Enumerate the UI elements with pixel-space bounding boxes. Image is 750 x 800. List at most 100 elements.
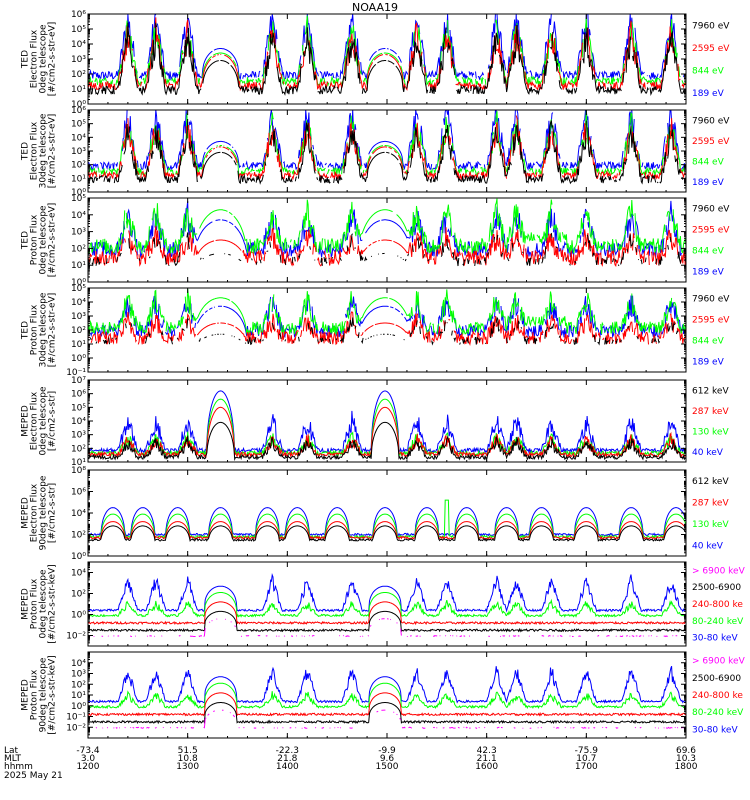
ylabel-line: TED <box>21 142 31 161</box>
ytick-label: 10⁰ <box>71 278 86 288</box>
series-844-ev <box>88 288 686 337</box>
series-7960-ev <box>88 316 686 346</box>
ylabel-line: 30deg telescope <box>39 113 49 188</box>
legend-entry: 2595 eV <box>692 44 730 54</box>
footer-value: 51.5 <box>178 746 198 756</box>
ytick-label: 10⁴ <box>71 211 86 221</box>
footer-value: 9.6 <box>380 754 395 764</box>
series-240-800-ke <box>88 601 686 626</box>
footer-axis: LatMLThhmm-73.43.0120051.510.81300-22.32… <box>4 746 698 781</box>
series-612-kev <box>88 421 686 462</box>
series-2500-6900 <box>88 702 686 725</box>
footer-value: 1500 <box>376 762 399 772</box>
footer-value: -9.9 <box>378 746 396 756</box>
legend-entry: 80-240 keV <box>692 617 744 627</box>
ytick-label: 10² <box>71 531 86 541</box>
legend-entry: 612 keV <box>692 477 729 487</box>
legend-entry: 844 eV <box>692 337 725 347</box>
ylabel-line: [#/cm2-s-str] <box>48 483 58 543</box>
ytick-label: 10⁴ <box>71 40 86 50</box>
legend-entry: 189 eV <box>692 89 725 99</box>
ylabel-line: 90deg telescope <box>39 657 49 732</box>
date-label: 2025 May 21 <box>4 771 63 781</box>
series-844-ev <box>88 198 686 255</box>
figure-header: NOAA19 <box>0 0 750 14</box>
legend-entry: 240-800 ke <box>692 691 743 701</box>
ylabel-line: TED <box>21 50 31 69</box>
ytick-label: 10⁻² <box>66 632 86 642</box>
ytick-label: 10² <box>71 70 86 80</box>
ytick-label: 10³ <box>71 431 86 441</box>
ytick-label: 10⁸ <box>71 466 86 476</box>
legend-entry: > 6900 keV <box>692 566 746 576</box>
ylabel: TED Electron Flux 30deg telescope [#/cm2-s-… <box>21 113 58 188</box>
panel-2: 10⁰ 10¹ 10² 10³ 10⁴ 10⁵ 10⁶ TED Electron Flux 30d… <box>21 106 731 198</box>
series-130-kev <box>88 499 686 540</box>
ylabel: TED Proton Flux 30deg telescope [#/cm2-s-st… <box>21 292 58 367</box>
series-189-ev <box>88 200 686 258</box>
ytick-label: 10⁴ <box>71 417 86 427</box>
footer-value: 1700 <box>575 762 598 772</box>
ytick-label: 10⁶ <box>71 106 86 116</box>
series--6900-kev <box>95 709 686 729</box>
series-189-ev <box>88 110 686 172</box>
legend-entry: 30-80 keV <box>692 634 738 644</box>
ylabel: MEPED Proton Flux 0deg telescope [#/cm2-s-s… <box>21 564 58 643</box>
panel-5: 10¹ 10² 10³ 10⁴ 10⁵ 10⁶ 10⁷ MEPED Electron Flux 0… <box>21 376 730 468</box>
footer-value: 10.8 <box>178 754 198 764</box>
footer-value: -73.4 <box>76 746 100 756</box>
footer-value: 21.1 <box>477 754 497 764</box>
footer-value: 1200 <box>77 762 100 772</box>
legend-entry: 40 keV <box>692 448 724 458</box>
panel-series-group <box>88 14 686 96</box>
ylabel-line: [#/cm2-s-str-keV] <box>48 655 58 734</box>
panel-4: 10⁻¹ 10⁰ 10¹ 10² 10³ 10⁴ 10⁵ TED Proton Flux 30de… <box>21 284 731 378</box>
series-7960-ev <box>88 118 686 185</box>
ytick-label: 10⁵ <box>71 194 86 204</box>
ytick-label: 10⁴ <box>71 569 86 579</box>
ytick-label: 10⁵ <box>71 25 86 35</box>
legend-entry: 7960 eV <box>692 295 730 305</box>
panel-frame <box>87 651 687 739</box>
ytick-label: 10¹ <box>71 261 86 271</box>
ytick-label: 10¹ <box>71 691 86 701</box>
ylabel-line: [#/cm2-s-str-eV] <box>48 114 58 189</box>
ytick-label: 10⁴ <box>71 133 86 143</box>
legend-entry: 40 keV <box>692 541 724 551</box>
ytick-label: 10³ <box>71 147 86 157</box>
footer-value: 69.6 <box>676 746 696 756</box>
panel-series-group <box>88 666 686 729</box>
legend-entry: 130 keV <box>692 427 729 437</box>
series-80-240-kev <box>88 592 686 619</box>
footer-row-label: hhmm <box>4 762 33 772</box>
series-40-kev <box>88 507 686 537</box>
footer-value: 21.8 <box>277 754 297 764</box>
legend-entry: 844 eV <box>692 247 725 257</box>
ylabel-line: Electron Flux <box>30 483 40 542</box>
ytick-label: 10⁰ <box>71 354 86 364</box>
series--6900-kev <box>88 619 686 637</box>
panel-series-group <box>88 198 686 268</box>
series-30-80-kev <box>88 573 686 614</box>
series-30-80-kev <box>88 666 686 704</box>
ylabel-line: [#/cm2-s-str-eV] <box>48 293 58 368</box>
ylabel: TED Electron Flux 0deg telescope [#/cm2-s-s… <box>21 22 58 97</box>
ylabel-line: [#/cm2-s-str] <box>48 391 58 451</box>
legend-entry: 2595 eV <box>692 137 730 147</box>
ytick-label: 10⁷ <box>71 376 86 386</box>
panel-1: 10⁰ 10¹ 10² 10³ 10⁴ 10⁵ 10⁶ TED Electron Flux 0de… <box>21 10 731 110</box>
legend-entry: 7960 eV <box>692 21 730 31</box>
ylabel-line: MEPED <box>21 679 31 711</box>
ylabel-line: 30deg telescope <box>39 292 49 367</box>
chart-title: NOAA19 <box>351 1 399 14</box>
legend-entry: 2500-6900 <box>692 583 741 593</box>
series-2500-6900 <box>88 610 686 633</box>
series-7960-ev <box>88 232 686 267</box>
panel-6: 10⁰ 10² 10⁴ 10⁶ 10⁸ MEPED Electron Flux 90deg t… <box>21 466 730 562</box>
ylabel: MEPED Electron Flux 90deg telescope [#/cm2-… <box>21 475 58 550</box>
ytick-label: 10⁴ <box>71 659 86 669</box>
series-612-kev <box>88 525 686 542</box>
ytick-label: 10² <box>71 590 86 600</box>
legend-entry: 30-80 keV <box>692 725 738 735</box>
ylabel-line: TED <box>21 321 31 340</box>
